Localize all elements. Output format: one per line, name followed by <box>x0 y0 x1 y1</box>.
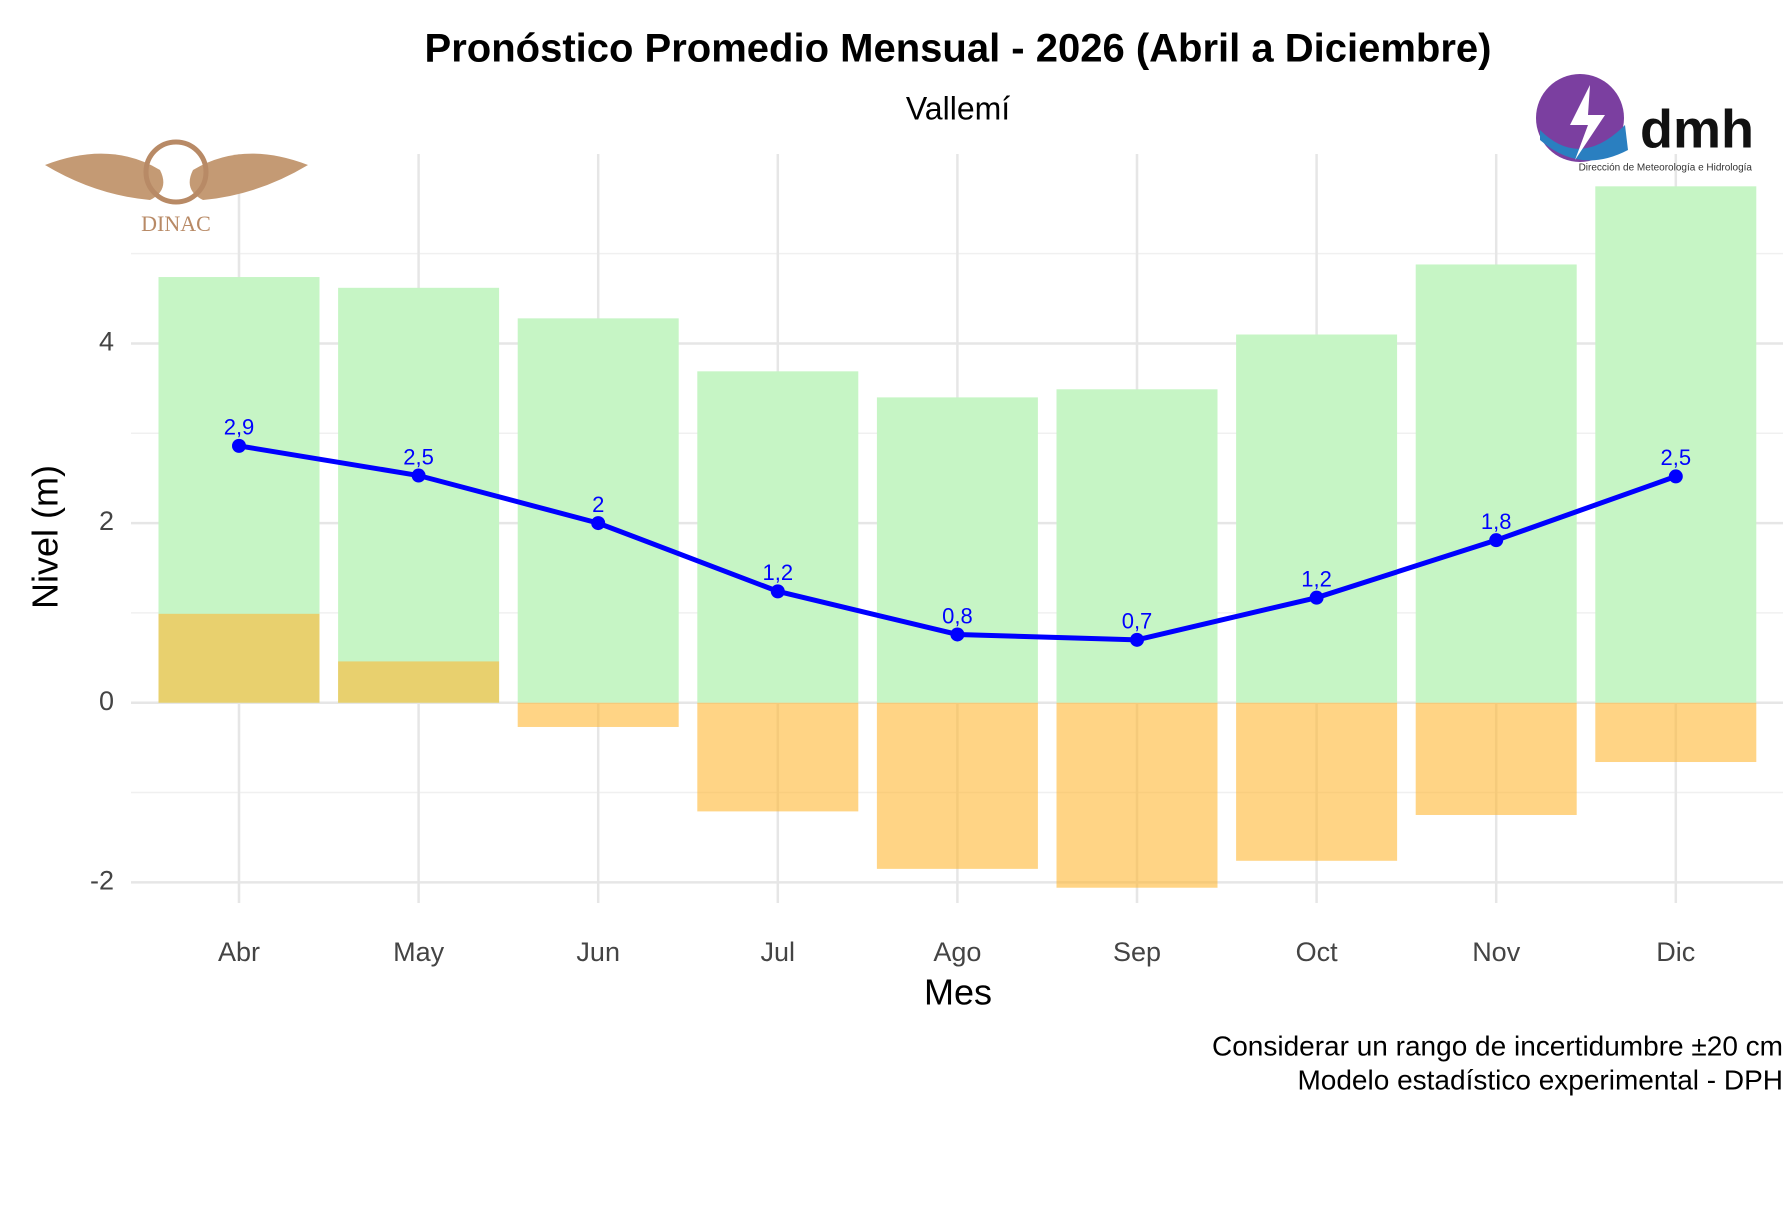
bar <box>1236 702 1398 861</box>
y-axis-title: Nivel (m) <box>25 465 66 609</box>
x-tick-label: Ago <box>933 937 981 967</box>
chart-title: Pronóstico Promedio Mensual - 2026 (Abri… <box>425 27 1492 71</box>
point <box>1130 632 1144 647</box>
x-tick-label: Oct <box>1296 937 1339 967</box>
data-label: 2 <box>592 492 604 517</box>
bar <box>1056 702 1218 888</box>
bar <box>338 287 500 703</box>
bar <box>1415 264 1577 703</box>
point <box>1309 590 1324 605</box>
x-tick-label: Abr <box>218 937 260 967</box>
bar <box>158 613 320 703</box>
data-label: 1,2 <box>1301 566 1332 591</box>
y-tick-label: 4 <box>99 327 114 357</box>
bar <box>876 702 1038 869</box>
x-tick-label: Jun <box>576 937 620 967</box>
caption: Modelo estadístico experimental - DPH <box>1297 1064 1783 1095</box>
point <box>232 438 246 453</box>
logo-mark <box>1540 125 1628 161</box>
bar <box>876 397 1038 703</box>
data-label: 2,9 <box>224 415 255 440</box>
data-label: 0,8 <box>942 603 973 628</box>
data-label: 1,8 <box>1481 509 1512 534</box>
x-tick-label: Jul <box>761 937 796 967</box>
chart-subtitle: Vallemí <box>906 90 1010 126</box>
x-axis-title: Mes <box>924 972 992 1013</box>
logo-text: DINAC <box>141 211 211 236</box>
bar <box>697 702 859 812</box>
bar <box>1056 389 1218 703</box>
wing <box>45 153 164 200</box>
logo-text: dmh <box>1640 99 1754 159</box>
logo-right: dmh Dirección de Meteorología e Hidrolog… <box>1536 74 1754 174</box>
caption: Considerar un rango de incertidumbre ±20… <box>1212 1030 1783 1061</box>
x-tick-label: Sep <box>1113 937 1161 967</box>
bar <box>697 371 859 703</box>
bar <box>338 661 500 703</box>
data-label: 2,5 <box>1661 445 1692 470</box>
x-tick-label: Dic <box>1656 937 1695 967</box>
point <box>591 516 606 531</box>
x-tick-label: Nov <box>1472 937 1521 967</box>
bar <box>517 702 679 727</box>
emblem <box>143 139 209 205</box>
data-label: 2,5 <box>403 444 434 469</box>
y-tick-label: -2 <box>90 865 114 895</box>
wing <box>189 153 308 200</box>
point <box>411 468 426 483</box>
point <box>950 627 965 642</box>
y-tick-label: 0 <box>99 686 114 716</box>
bar <box>1595 702 1757 763</box>
bar <box>1236 334 1398 703</box>
bar <box>1415 702 1577 815</box>
logo-bolt <box>1570 85 1605 160</box>
logo-left: DINAC <box>45 139 308 236</box>
bar <box>1595 186 1757 703</box>
y-tick-label: 2 <box>99 506 114 536</box>
point <box>770 584 785 599</box>
point <box>1489 533 1504 548</box>
x-tick-label: May <box>393 937 445 967</box>
point <box>1668 469 1683 484</box>
logo-subtext: Dirección de Meteorología e Hidrología <box>1579 163 1753 174</box>
data-label: 0,7 <box>1122 609 1153 634</box>
data-label: 1,2 <box>763 560 794 585</box>
